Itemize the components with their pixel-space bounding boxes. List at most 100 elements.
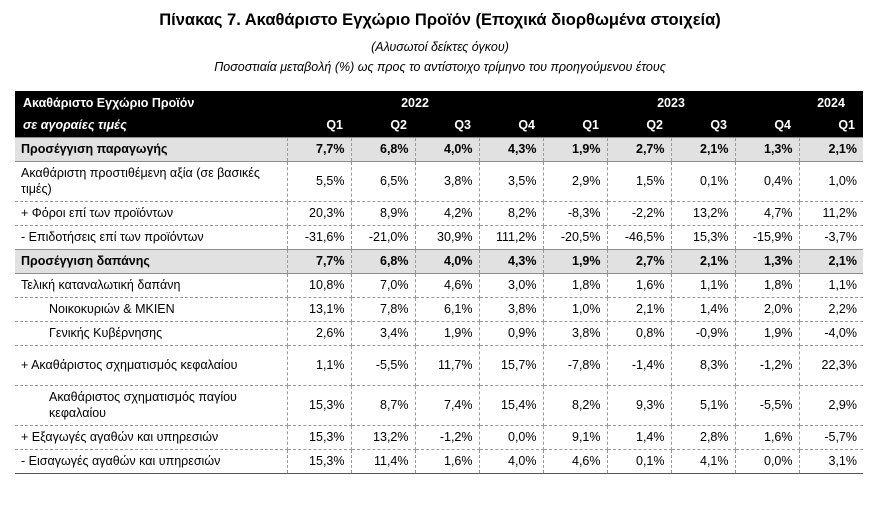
table-row: Ακαθάριστη προστιθέμενη αξία (σε βασικές… bbox=[15, 161, 863, 202]
cell-value: -1,2% bbox=[735, 345, 800, 386]
cell-value: -20,5% bbox=[543, 225, 608, 250]
cell-value: -1,4% bbox=[607, 345, 672, 386]
table-row: Τελική καταναλωτική δαπάνη 10,8% 7,0% 4,6% 3… bbox=[15, 273, 863, 298]
cell-value: 15,3% bbox=[287, 385, 352, 426]
table-row: Ακαθάριστος σχηματισμός παγίου κεφαλαίου… bbox=[15, 385, 863, 426]
cell-value: -8,3% bbox=[543, 201, 608, 226]
cell-value: 4,0% bbox=[479, 449, 544, 474]
cell-value: 4,3% bbox=[479, 136, 544, 162]
cell-value: 3,8% bbox=[479, 297, 544, 322]
cell-value: 11,4% bbox=[351, 449, 416, 474]
cell-value: -46,5% bbox=[607, 225, 672, 250]
cell-value: 15,3% bbox=[287, 449, 352, 474]
cell-value: 4,0% bbox=[415, 248, 480, 274]
cell-value: 20,3% bbox=[287, 201, 352, 226]
cell-value: -21,0% bbox=[351, 225, 416, 250]
header-quarter: Q3 bbox=[710, 118, 727, 133]
cell-value: -2,2% bbox=[607, 201, 672, 226]
cell-value: 15,3% bbox=[287, 425, 352, 450]
cell-value: 5,5% bbox=[287, 161, 352, 202]
cell-value: 1,0% bbox=[543, 297, 608, 322]
cell-value: 0,8% bbox=[607, 321, 672, 346]
cell-value: -1,2% bbox=[415, 425, 480, 450]
cell-value: 0,4% bbox=[735, 161, 800, 202]
table-body: Προσέγγιση παραγωγής 7,7% 6,8% 4,0% 4,3% 1,9%… bbox=[15, 136, 863, 474]
cell-value: -3,7% bbox=[799, 225, 863, 250]
row-label: + Ακαθάριστος σχηματισμός κεφαλαίου bbox=[15, 345, 288, 386]
row-label: + Εξαγωγές αγαθών και υπηρεσιών bbox=[15, 425, 288, 450]
header-quarter: Q4 bbox=[774, 118, 791, 133]
header-quarter: Q1 bbox=[582, 118, 599, 133]
cell-value: 1,1% bbox=[799, 273, 863, 298]
table-row: - Εισαγωγές αγαθών και υπηρεσιών 15,3% 11,… bbox=[15, 449, 863, 474]
table-row: + Ακαθάριστος σχηματισμός κεφαλαίου 1,1% -… bbox=[15, 345, 863, 386]
row-label: Νοικοκυριών & ΜΚΙΕΝ bbox=[15, 297, 288, 322]
cell-value: 7,7% bbox=[287, 136, 352, 162]
table-row: - Επιδοτήσεις επί των προϊόντων -31,6% -21… bbox=[15, 225, 863, 250]
cell-value: 2,1% bbox=[799, 136, 863, 162]
cell-value: 3,0% bbox=[479, 273, 544, 298]
cell-value: 30,9% bbox=[415, 225, 480, 250]
cell-value: 22,3% bbox=[799, 345, 863, 386]
row-label: - Επιδοτήσεις επί των προϊόντων bbox=[15, 225, 288, 250]
cell-value: 15,3% bbox=[671, 225, 736, 250]
cell-value: 1,9% bbox=[543, 248, 608, 274]
cell-value: 3,5% bbox=[479, 161, 544, 202]
cell-value: 13,2% bbox=[351, 425, 416, 450]
table-subtitle-index: (Αλυσωτοί δείκτες όγκου) bbox=[371, 40, 509, 54]
cell-value: 1,6% bbox=[735, 425, 800, 450]
cell-value: 1,8% bbox=[735, 273, 800, 298]
cell-value: 9,3% bbox=[607, 385, 672, 426]
cell-value: -5,5% bbox=[351, 345, 416, 386]
header-year-2023: 2023 bbox=[657, 95, 685, 110]
header-year-2022: 2022 bbox=[401, 95, 429, 110]
cell-value: 1,0% bbox=[799, 161, 863, 202]
header-quarter: Q2 bbox=[646, 118, 663, 133]
table-subtitle-change: Ποσοστιαία μεταβολή (%) ως προς το αντίσ… bbox=[214, 60, 666, 74]
header-prices-label: σε αγοραίες τιμές bbox=[23, 118, 127, 133]
cell-value: 2,8% bbox=[671, 425, 736, 450]
cell-value: 7,7% bbox=[287, 248, 352, 274]
cell-value: 2,1% bbox=[799, 248, 863, 274]
row-label: - Εισαγωγές αγαθών και υπηρεσιών bbox=[15, 449, 288, 474]
row-label: Ακαθάριστη προστιθέμενη αξία (σε βασικές… bbox=[15, 161, 288, 202]
cell-value: 1,6% bbox=[607, 273, 672, 298]
cell-value: -0,9% bbox=[671, 321, 736, 346]
table-row: + Φόροι επί των προϊόντων 20,3% 8,9% 4,2% 8,… bbox=[15, 201, 863, 226]
header-quarter: Q1 bbox=[838, 118, 855, 133]
cell-value: 1,9% bbox=[735, 321, 800, 346]
cell-value: 3,8% bbox=[415, 161, 480, 202]
cell-value: 3,4% bbox=[351, 321, 416, 346]
row-label: Τελική καταναλωτική δαπάνη bbox=[15, 273, 288, 298]
cell-value: 8,2% bbox=[543, 385, 608, 426]
cell-value: -5,7% bbox=[799, 425, 863, 450]
row-label: Γενικής Κυβέρνησης bbox=[15, 321, 288, 346]
header-row-quarters: σε αγοραίες τιμές Q1 Q2 Q3 Q4 Q1 Q2 Q3 Q… bbox=[15, 114, 863, 137]
cell-value: 7,0% bbox=[351, 273, 416, 298]
header-quarter: Q1 bbox=[326, 118, 343, 133]
cell-value: 4,7% bbox=[735, 201, 800, 226]
gdp-table: Ακαθάριστο Εγχώριο Προϊόν 2022 2023 2024… bbox=[15, 91, 863, 474]
cell-value: 1,3% bbox=[735, 136, 800, 162]
cell-value: 8,2% bbox=[479, 201, 544, 226]
cell-value: -31,6% bbox=[287, 225, 352, 250]
cell-value: 15,7% bbox=[479, 345, 544, 386]
cell-value: 1,4% bbox=[607, 425, 672, 450]
cell-value: 2,2% bbox=[799, 297, 863, 322]
row-label: Προσέγγιση παραγωγής bbox=[15, 136, 288, 162]
cell-value: 4,1% bbox=[671, 449, 736, 474]
cell-value: 4,6% bbox=[543, 449, 608, 474]
cell-value: 2,9% bbox=[799, 385, 863, 426]
cell-value: 2,1% bbox=[607, 297, 672, 322]
header-year-2024: 2024 bbox=[817, 95, 845, 110]
cell-value: 7,4% bbox=[415, 385, 480, 426]
table-row: + Εξαγωγές αγαθών και υπηρεσιών 15,3% 13,2… bbox=[15, 425, 863, 450]
cell-value: 2,6% bbox=[287, 321, 352, 346]
cell-value: 10,8% bbox=[287, 273, 352, 298]
cell-value: -5,5% bbox=[735, 385, 800, 426]
header-quarter: Q4 bbox=[518, 118, 535, 133]
cell-value: 2,7% bbox=[607, 248, 672, 274]
header-quarter: Q2 bbox=[390, 118, 407, 133]
cell-value: 1,8% bbox=[543, 273, 608, 298]
